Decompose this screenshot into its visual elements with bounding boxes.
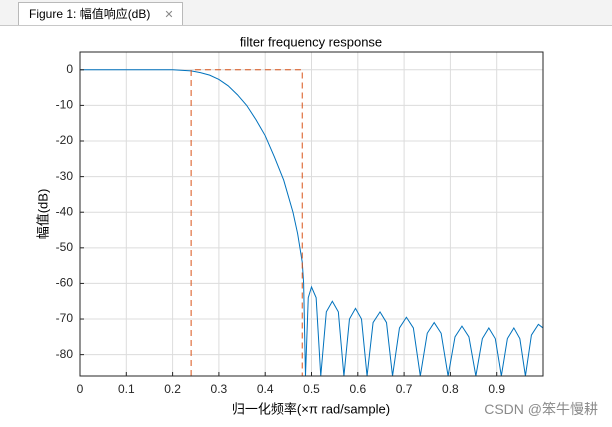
y-tick-label: -30 — [56, 169, 74, 183]
y-tick-label: -70 — [56, 311, 74, 325]
y-axis-label: 幅值(dB) — [35, 189, 50, 240]
x-tick-label: 0.7 — [396, 382, 413, 396]
y-tick-label: -40 — [56, 204, 74, 218]
x-tick-label: 0.2 — [164, 382, 181, 396]
series-line — [190, 69, 303, 376]
tab-close[interactable]: ✕ — [164, 9, 174, 21]
figure-tab[interactable]: Figure 1: 幅值响应(dB) ✕ — [18, 2, 183, 25]
y-tick-label: -50 — [56, 240, 74, 254]
y-tick-label: -80 — [56, 347, 74, 361]
y-tick-label: -10 — [56, 98, 74, 112]
y-tick-label: -60 — [56, 276, 74, 290]
x-tick-label: 0.5 — [303, 382, 320, 396]
x-tick-label: 0 — [77, 382, 84, 396]
y-tick-label: 0 — [66, 62, 73, 76]
tab-bar: Figure 1: 幅值响应(dB) ✕ — [0, 0, 612, 26]
chart: filter frequency response 归一化频率(×π rad/s… — [35, 34, 544, 416]
x-axis-label: 归一化频率(×π rad/sample) — [232, 401, 390, 416]
x-tick-label: 0.3 — [211, 382, 228, 396]
x-tick-label: 0.1 — [118, 382, 135, 396]
axes-box — [79, 51, 544, 377]
y-tick-label: -20 — [56, 133, 74, 147]
chart-title: filter frequency response — [240, 34, 382, 49]
tab-title: Figure 1: 幅值响应(dB) — [29, 7, 151, 21]
x-tick-label: 0.4 — [257, 382, 274, 396]
watermark: CSDN @笨牛慢耕 — [484, 401, 598, 417]
x-tick-label: 0.8 — [442, 382, 459, 396]
series-line — [80, 69, 543, 376]
x-tick-label: 0.9 — [488, 382, 505, 396]
x-tick-label: 0.6 — [349, 382, 366, 396]
